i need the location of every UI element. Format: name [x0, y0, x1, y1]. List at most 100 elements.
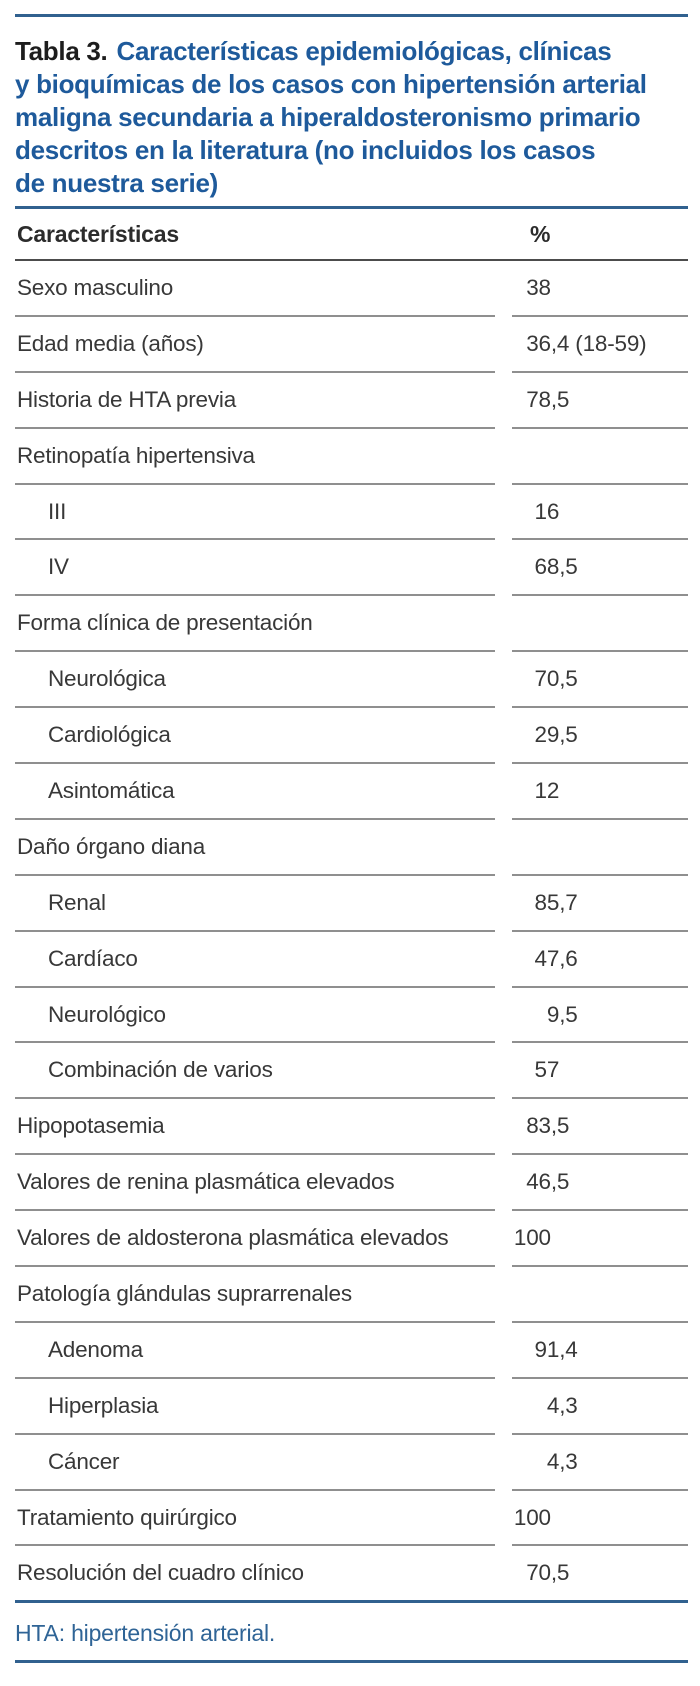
row-divider — [15, 538, 688, 541]
table-row: Retinopatía hipertensiva — [15, 429, 688, 483]
row-value: 38 — [493, 275, 688, 301]
table-row: Cardiológica 29,5 — [15, 708, 688, 762]
row-divider — [15, 1097, 688, 1100]
row-value-integer: 57 — [534, 1057, 560, 1083]
row-value-integer: 91 — [534, 1336, 560, 1362]
row-value-fraction: ,4 (18-59) — [550, 330, 647, 356]
row-divider — [15, 762, 688, 765]
row-value-fraction: ,5 — [550, 1113, 570, 1139]
row-value-fraction: ,3 — [559, 1392, 578, 1418]
table-row: Neurológica 70,5 — [15, 652, 688, 706]
table-row: Adenoma 91,4 — [15, 1323, 688, 1377]
column-header-row: Características % — [15, 209, 688, 261]
row-value-integer: 16 — [534, 498, 560, 524]
row-value-integer: 83 — [526, 1113, 551, 1139]
row-value-fraction: ,7 — [559, 889, 578, 915]
table-row: III 16 — [15, 485, 688, 539]
row-label: Hipopotasemia — [17, 1113, 165, 1139]
table-row: Forma clínica de presentación — [15, 596, 688, 650]
row-label: Forma clínica de presentación — [17, 610, 313, 636]
row-value: 4,3 — [502, 1393, 688, 1419]
row-label: IV — [48, 554, 69, 580]
row-label: Tratamiento quirúrgico — [17, 1504, 237, 1530]
row-label: Cardíaco — [48, 945, 138, 971]
row-label: III — [48, 498, 67, 524]
row-value: 9,5 — [502, 1002, 688, 1028]
row-value-fraction: ,5 — [559, 722, 578, 748]
row-value-fraction: ,4 — [559, 1336, 578, 1362]
row-value-fraction: ,3 — [559, 1448, 578, 1474]
row-divider — [15, 1209, 688, 1212]
row-value: 57 — [502, 1057, 688, 1083]
row-value-integer: 12 — [534, 777, 560, 803]
row-label: Adenoma — [48, 1336, 143, 1362]
row-value-integer: 70 — [526, 1560, 551, 1586]
table-row: Patología glándulas suprarrenales — [15, 1267, 688, 1321]
row-label: Resolución del cuadro clínico — [17, 1560, 304, 1586]
row-value-fraction: ,5 — [550, 1560, 570, 1586]
row-value-integer: 68 — [534, 554, 560, 580]
row-value-integer: 100 — [513, 1504, 551, 1530]
row-value-integer: 100 — [513, 1225, 551, 1251]
row-value: 4,3 — [502, 1449, 688, 1475]
row-divider — [15, 1432, 688, 1435]
row-value-fraction: ,5 — [550, 386, 570, 412]
row-label: Neurológico — [48, 1001, 166, 1027]
row-value-fraction: ,5 — [559, 554, 578, 580]
table-row: Valores de renina plasmática elevados 46,… — [15, 1155, 688, 1209]
row-divider — [15, 1265, 688, 1268]
row-divider — [15, 1041, 688, 1044]
table-row: IV 68,5 — [15, 540, 688, 594]
row-label: Retinopatía hipertensiva — [17, 442, 255, 468]
row-divider — [15, 817, 688, 820]
row-value: 68,5 — [502, 554, 688, 580]
row-value: 70,5 — [502, 666, 688, 692]
row-value-fraction: ,5 — [550, 1169, 570, 1195]
table-row: Hiperplasia 4,3 — [15, 1379, 688, 1433]
row-divider — [15, 482, 688, 485]
row-divider — [15, 706, 688, 709]
table-row: Neurológico 9,5 — [15, 988, 688, 1042]
row-value-integer: 29 — [534, 722, 560, 748]
row-label: Edad media (años) — [17, 330, 204, 356]
column-header-characteristics: Características — [17, 220, 179, 247]
bottom-rule — [15, 1660, 688, 1664]
row-value-fraction: ,6 — [559, 945, 578, 971]
table-title-line: Tabla 3. Características epidemiológicas,… — [15, 36, 612, 66]
table-row: Cáncer 4,3 — [15, 1435, 688, 1489]
row-value: 78,5 — [493, 387, 688, 413]
row-label: Cáncer — [48, 1448, 120, 1474]
row-value: 100 — [493, 1225, 688, 1251]
row-value-integer: 85 — [534, 889, 560, 915]
footnote: HTA: hipertensión arterial. — [15, 1620, 276, 1647]
table-row: Edad media (años) 36,4 (18-59) — [15, 317, 688, 371]
body-bottom-rule — [15, 1600, 688, 1604]
row-value-integer: 9 — [546, 1001, 560, 1027]
row-value-integer: 36 — [526, 330, 551, 356]
row-value: 47,6 — [502, 946, 688, 972]
row-value-integer: 4 — [546, 1448, 560, 1474]
table-title-line: de nuestra serie) — [15, 168, 218, 198]
row-value: 29,5 — [502, 722, 688, 748]
row-value-integer: 70 — [534, 666, 560, 692]
row-divider — [15, 1488, 688, 1491]
row-divider — [15, 1153, 688, 1156]
row-label: Neurológica — [48, 666, 166, 692]
row-value-integer: 78 — [526, 386, 551, 412]
row-label: Valores de renina plasmática elevados — [17, 1169, 395, 1195]
row-value-integer: 38 — [526, 274, 551, 300]
table-row: Combinación de varios 57 — [15, 1043, 688, 1097]
row-divider — [15, 314, 688, 317]
table-row: Valores de aldosterona plasmática elevad… — [15, 1211, 688, 1265]
table-title: Tabla 3. Características epidemiológicas,… — [15, 17, 688, 206]
table-row: Hipopotasemia 83,5 — [15, 1099, 688, 1153]
row-divider — [15, 985, 688, 988]
table-row: Historia de HTA previa 78,5 — [15, 373, 688, 427]
row-label: Valores de aldosterona plasmática elevad… — [17, 1225, 449, 1251]
row-divider — [15, 1320, 688, 1323]
table-number-label: Tabla 3. — [15, 36, 108, 66]
table-row: Sexo masculino 38 — [15, 261, 688, 315]
row-divider — [15, 650, 688, 653]
row-divider — [15, 370, 688, 373]
table-title-line: y bioquímicas de los casos con hipertens… — [15, 69, 647, 99]
